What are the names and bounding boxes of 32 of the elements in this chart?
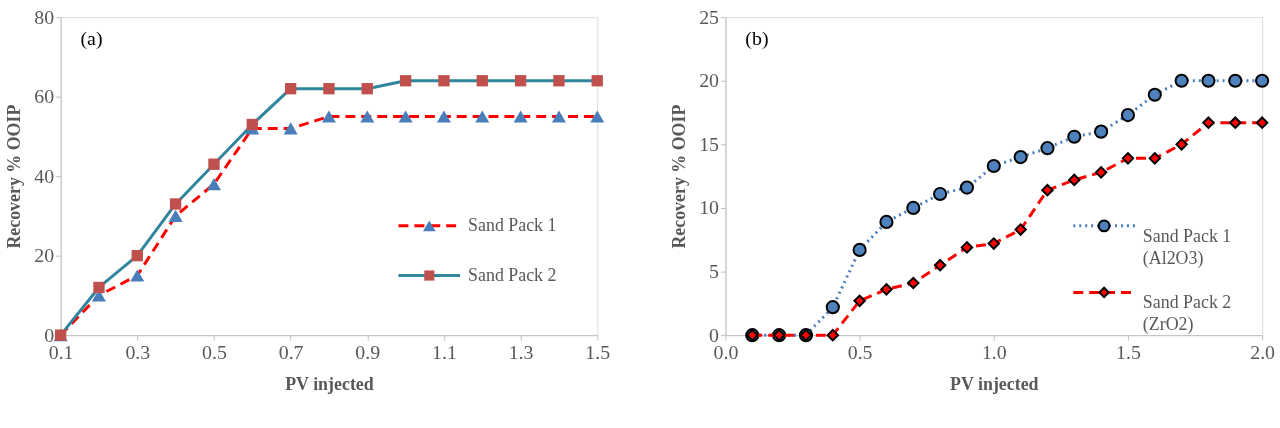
- y-axis-title: Recovery % OOIP: [669, 104, 690, 249]
- y-tick-label: 40: [34, 164, 55, 187]
- x-tick-label: 0.3: [125, 340, 151, 363]
- legend-label: Sand Pack 1 (Al2O3): [1142, 225, 1232, 269]
- y-tick-label: 5: [709, 260, 720, 283]
- y-tick-label: 80: [34, 5, 55, 28]
- legend-label: Sand Pack 2 (ZrO2): [1142, 292, 1232, 336]
- x-axis-title: PV injected: [285, 374, 374, 395]
- x-axis-title: PV injected: [950, 374, 1039, 395]
- y-axis-title: Recovery % OOIP: [4, 104, 25, 249]
- x-tick-label: 1.3: [508, 340, 534, 363]
- x-tick-label: 1.1: [432, 340, 457, 363]
- x-tick-label: 2.0: [1250, 340, 1276, 363]
- y-tick-label: 20: [699, 69, 720, 92]
- y-tick-label: 15: [699, 132, 720, 155]
- x-tick-label: 1.5: [1116, 340, 1141, 363]
- x-tick-label: 0.5: [847, 340, 873, 363]
- annotation: (b): [745, 26, 769, 50]
- legend-label: Sand Pack 1: [468, 214, 557, 235]
- y-tick-label: 20: [34, 244, 55, 267]
- y-tick-label: 0: [709, 323, 720, 346]
- y-tick-label: 0: [44, 323, 55, 346]
- x-tick-label: 1.5: [585, 340, 611, 363]
- x-tick-label: 0.7: [278, 340, 304, 363]
- x-tick-label: 0.9: [355, 340, 381, 363]
- y-tick-label: 10: [699, 196, 720, 219]
- x-tick-label: 0.5: [202, 340, 227, 363]
- annotation: (a): [80, 26, 103, 50]
- legend-label: Sand Pack 2: [468, 264, 557, 285]
- y-tick-label: 60: [34, 85, 55, 108]
- y-tick-label: 25: [699, 5, 720, 28]
- x-tick-label: 1.0: [981, 340, 1007, 363]
